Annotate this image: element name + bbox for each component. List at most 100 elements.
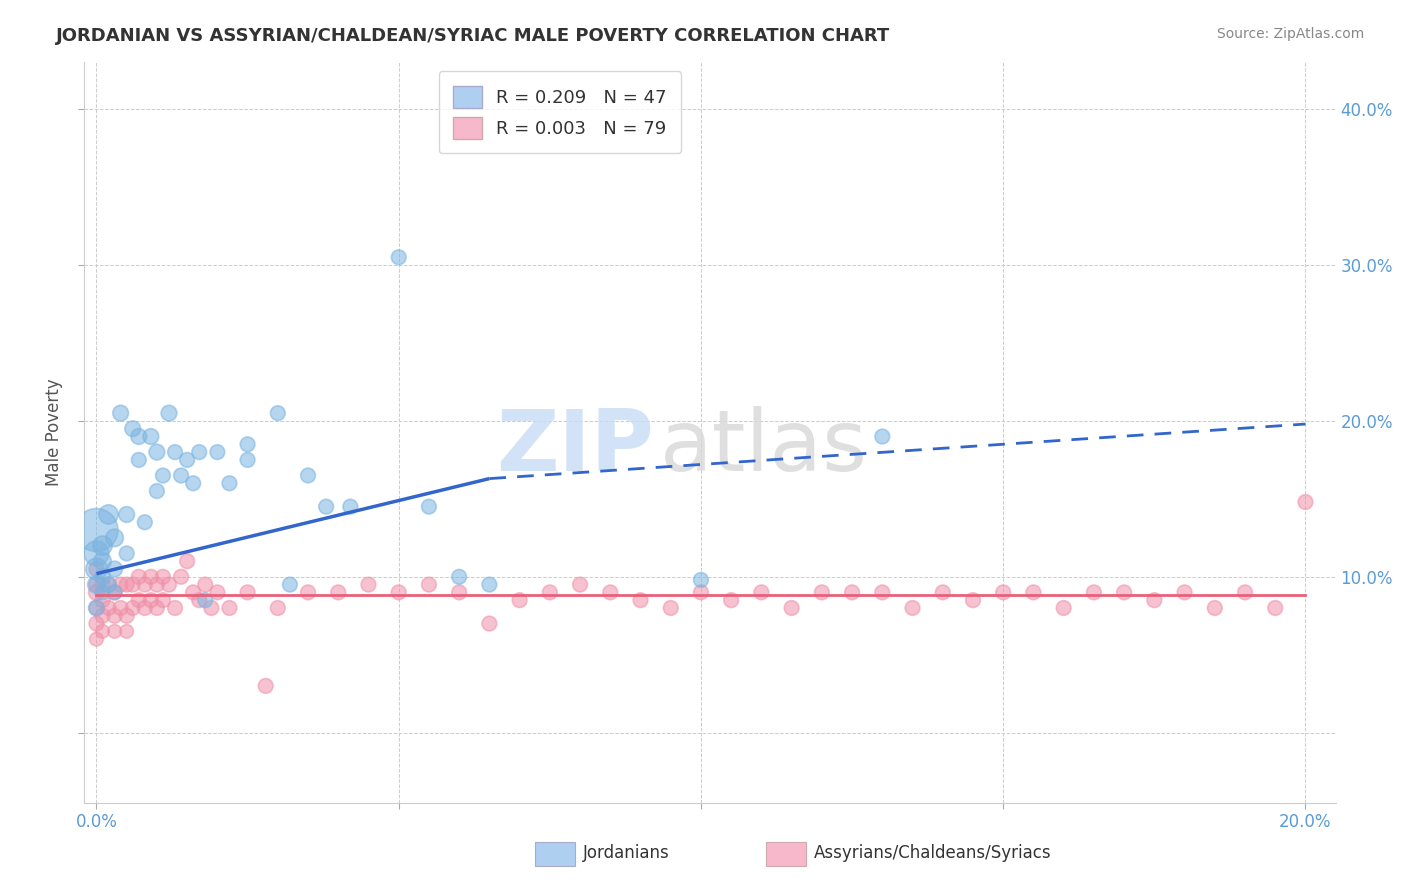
Point xyxy=(1143,593,1166,607)
Point xyxy=(128,570,150,584)
Point xyxy=(97,508,120,522)
Point xyxy=(86,562,108,576)
Point xyxy=(478,577,501,591)
Point xyxy=(86,616,108,631)
Point xyxy=(91,593,114,607)
Point xyxy=(357,577,380,591)
Point xyxy=(152,593,174,607)
Point xyxy=(97,577,120,591)
Text: ZIP: ZIP xyxy=(496,406,654,489)
Point xyxy=(207,445,229,459)
Point xyxy=(236,453,259,467)
Point xyxy=(207,585,229,599)
Point xyxy=(932,585,955,599)
Point xyxy=(128,453,150,467)
Point xyxy=(267,406,290,420)
Point xyxy=(152,570,174,584)
Point xyxy=(86,601,108,615)
Point xyxy=(509,593,531,607)
Point xyxy=(91,554,114,568)
Point xyxy=(91,608,114,623)
Point xyxy=(194,593,217,607)
Point xyxy=(538,585,561,599)
Point xyxy=(449,585,471,599)
Point xyxy=(86,632,108,647)
Point xyxy=(1204,601,1226,615)
Point xyxy=(97,577,120,591)
Point xyxy=(170,468,193,483)
Text: atlas: atlas xyxy=(659,406,868,489)
Point xyxy=(110,577,132,591)
Point xyxy=(690,573,713,587)
Point xyxy=(659,601,682,615)
Point xyxy=(163,601,186,615)
Point xyxy=(115,608,138,623)
Point xyxy=(1264,601,1286,615)
Point xyxy=(599,585,621,599)
Point xyxy=(121,577,143,591)
Point xyxy=(449,570,471,584)
Point xyxy=(236,585,259,599)
Point xyxy=(194,577,217,591)
Point xyxy=(1174,585,1197,599)
Point xyxy=(115,546,138,560)
Point xyxy=(91,570,114,584)
Point xyxy=(86,577,108,591)
Point xyxy=(751,585,773,599)
Point xyxy=(115,577,138,591)
Point xyxy=(146,601,169,615)
Point xyxy=(315,500,337,514)
Point xyxy=(157,577,180,591)
Point xyxy=(993,585,1015,599)
Point xyxy=(91,624,114,639)
Text: JORDANIAN VS ASSYRIAN/CHALDEAN/SYRIAC MALE POVERTY CORRELATION CHART: JORDANIAN VS ASSYRIAN/CHALDEAN/SYRIAC MA… xyxy=(56,27,890,45)
Point xyxy=(103,608,125,623)
Point xyxy=(328,585,350,599)
Point xyxy=(121,601,143,615)
Point xyxy=(91,577,114,591)
Point xyxy=(134,601,156,615)
Point xyxy=(388,250,411,264)
Point xyxy=(176,554,198,568)
Point xyxy=(110,601,132,615)
Y-axis label: Male Poverty: Male Poverty xyxy=(45,379,63,486)
Point xyxy=(157,406,180,420)
Point xyxy=(388,585,411,599)
Point xyxy=(720,593,742,607)
Point xyxy=(86,577,108,591)
Point xyxy=(297,585,319,599)
Point xyxy=(1114,585,1136,599)
FancyBboxPatch shape xyxy=(534,842,575,866)
Point xyxy=(181,476,204,491)
Point xyxy=(630,593,652,607)
Point xyxy=(236,437,259,451)
Point xyxy=(218,476,240,491)
Point xyxy=(91,585,114,599)
Point xyxy=(163,445,186,459)
Point xyxy=(478,616,501,631)
Point xyxy=(97,601,120,615)
Point xyxy=(1083,585,1105,599)
Point xyxy=(170,570,193,584)
Legend: R = 0.209   N = 47, R = 0.003   N = 79: R = 0.209 N = 47, R = 0.003 N = 79 xyxy=(439,71,682,153)
Point xyxy=(121,422,143,436)
Point xyxy=(128,429,150,443)
Point xyxy=(811,585,834,599)
Point xyxy=(115,624,138,639)
Point xyxy=(841,585,863,599)
Text: Assyrians/Chaldeans/Syriacs: Assyrians/Chaldeans/Syriacs xyxy=(814,844,1052,863)
Point xyxy=(152,468,174,483)
Point xyxy=(103,531,125,545)
Point xyxy=(146,445,169,459)
Point xyxy=(1234,585,1257,599)
Point xyxy=(146,577,169,591)
Point xyxy=(128,593,150,607)
Point xyxy=(780,601,803,615)
Point xyxy=(139,570,162,584)
Point xyxy=(267,601,290,615)
Point xyxy=(86,523,108,537)
Point xyxy=(254,679,277,693)
Point xyxy=(86,601,108,615)
Point xyxy=(1022,585,1045,599)
Point xyxy=(103,624,125,639)
